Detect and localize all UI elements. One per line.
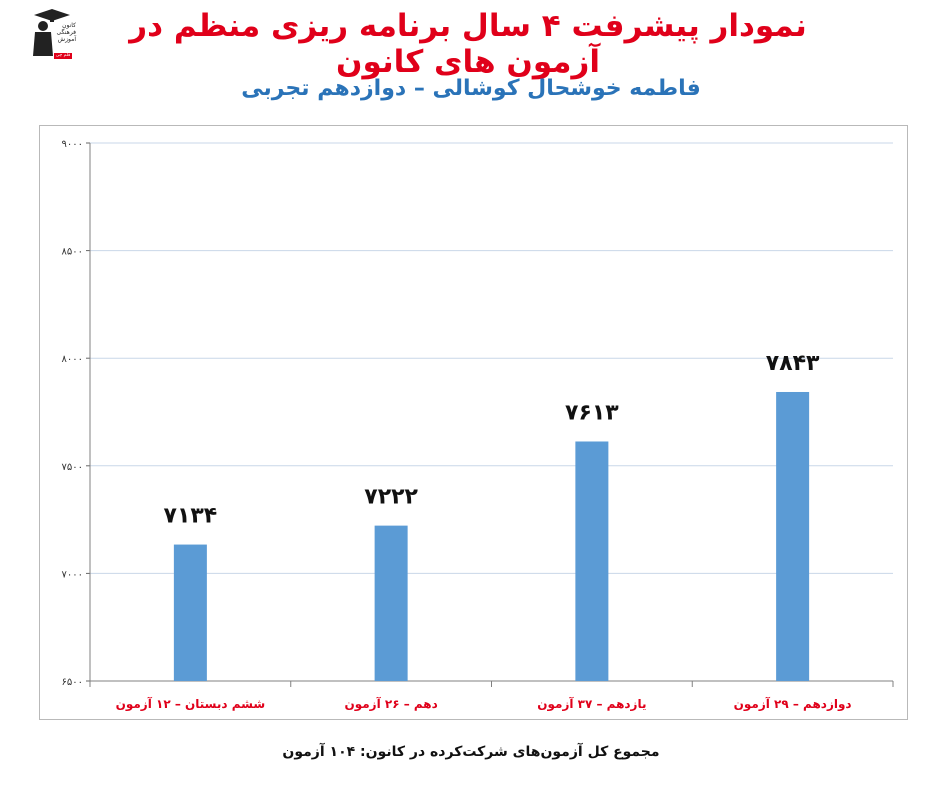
bar-value-label: ۷۶۱۳ [565,400,619,425]
bar [776,391,810,681]
y-tick-label: ۷۰۰۰ [62,569,83,580]
x-category-label: دهم – ۲۶ آزمون [344,696,437,712]
logo-text-line: فرهنگی [56,29,76,36]
kanoon-logo: کانون فرهنگی آموزش قلم چی [30,6,76,62]
bar-value-label: ۷۸۴۳ [766,351,820,376]
y-tick-label: ۷۵۰۰ [62,462,83,473]
x-category-label: یازدهم – ۳۷ آزمون [537,696,646,712]
y-tick-label: ۸۰۰۰ [62,354,83,365]
y-tick-label: ۹۰۰۰ [62,139,83,150]
page-subtitle: فاطمه خوشحال کوشالی – دوازدهم تجربی [241,76,701,101]
total-exams-summary: مجموع کل آزمون‌های شرکت‌کرده در کانون: ۱… [282,744,660,760]
bar-chart: ۶۵۰۰ ۷۰۰۰ ۷۵۰۰ ۸۰۰۰ ۸۵۰۰ ۹۰۰۰ ۷۱۳۴ ششم دبستان –… [62,139,894,712]
logo-text-line: کانون [62,22,76,29]
graduate-figure-icon [33,9,72,59]
logo-badge-text: قلم چی [55,53,71,58]
x-category-label: دوازدهم – ۲۹ آزمون [734,696,852,712]
bar [575,441,609,681]
y-tick-label: ۸۵۰۰ [62,247,83,258]
chart-frame: ۶۵۰۰ ۷۰۰۰ ۷۵۰۰ ۸۰۰۰ ۸۵۰۰ ۹۰۰۰ ۷۱۳۴ ششم دبستان –… [39,125,908,720]
bar [173,544,207,681]
y-tick-label: ۶۵۰۰ [62,677,83,688]
logo-text-line: آموزش [57,36,76,43]
bar [374,525,408,681]
bar-value-label: ۷۲۲۲ [364,485,418,510]
bar-value-label: ۷۱۳۴ [164,504,218,529]
x-category-label: ششم دبستان – ۱۲ آزمون [116,696,266,712]
page-title: نمودار پیشرفت ۴ سال برنامه ریزی منظم در … [129,8,807,80]
